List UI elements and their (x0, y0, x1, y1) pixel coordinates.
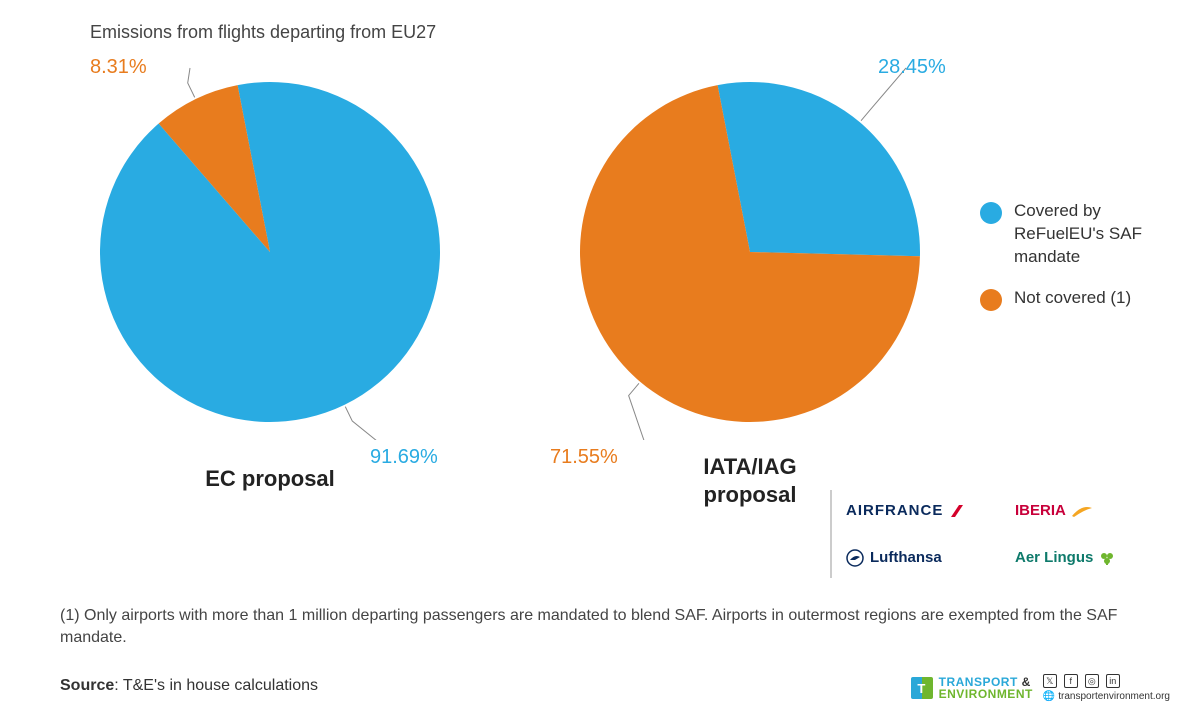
pie-right: 28.45% 71.55% IATA/IAGproposal (530, 60, 970, 508)
legend-label: Covered by ReFuelEU's SAF mandate (1014, 200, 1170, 269)
pie-right-label-notcovered: 71.55% (550, 446, 618, 469)
legend-dot-icon (980, 202, 1002, 224)
airline-iberia: IBERIA (1015, 502, 1170, 519)
instagram-icon: ◎ (1085, 674, 1099, 688)
pie-left-svg (80, 60, 460, 440)
pie-slice-covered (718, 82, 920, 256)
chart-area: 91.69% 8.31% EC proposal 28.45% 71.55% I… (0, 60, 1000, 540)
chart-title: Emissions from flights departing from EU… (90, 22, 436, 43)
pie-left-title: EC proposal (50, 465, 490, 493)
pie-right-label-covered: 28.45% (878, 56, 946, 79)
legend-item-covered: Covered by ReFuelEU's SAF mandate (980, 200, 1170, 269)
airline-airfrance: AIRFRANCE (846, 502, 1001, 519)
org-url: 🌐 transportenvironment.org (1043, 691, 1170, 702)
facebook-icon: f (1064, 674, 1078, 688)
source-text: : T&E's in house calculations (114, 677, 318, 694)
footnote: (1) Only airports with more than 1 milli… (60, 605, 1140, 650)
source-label: Source (60, 677, 114, 694)
airline-name: Lufthansa (870, 549, 942, 566)
airlines-panel: AIRFRANCE IBERIA Lufthansa Aer Lingus (830, 490, 1170, 578)
org-logo: T TRANSPORT & ENVIRONMENT (911, 676, 1033, 700)
airline-name: IBERIA (1015, 502, 1066, 519)
linkedin-icon: in (1106, 674, 1120, 688)
leader-line (188, 68, 195, 97)
airline-lufthansa: Lufthansa (846, 549, 1001, 567)
leader-line (629, 383, 650, 440)
pie-slice-covered (100, 82, 440, 422)
org-badge: T TRANSPORT & ENVIRONMENT 𝕏 f ◎ in 🌐 tra… (911, 674, 1170, 702)
aerlingus-shamrock-icon (1099, 550, 1115, 566)
org-name-bottom: ENVIRONMENT (939, 687, 1033, 701)
org-url-text: transportenvironment.org (1058, 691, 1170, 702)
legend: Covered by ReFuelEU's SAF mandate Not co… (980, 200, 1170, 329)
legend-dot-icon (980, 289, 1002, 311)
pie-left: 91.69% 8.31% EC proposal (50, 60, 490, 493)
pie-right-svg (560, 60, 940, 440)
globe-icon: 🌐 (1043, 691, 1055, 702)
pie-left-label-notcovered: 8.31% (90, 56, 147, 79)
org-logo-mark-icon: T (911, 677, 933, 699)
iberia-wing-icon (1072, 504, 1092, 518)
airline-name: Aer Lingus (1015, 549, 1093, 566)
pie-left-label-covered: 91.69% (370, 446, 438, 469)
legend-item-not_covered: Not covered (1) (980, 287, 1170, 311)
leader-line (345, 407, 398, 440)
airline-aerlingus: Aer Lingus (1015, 549, 1170, 566)
lufthansa-crane-icon (846, 549, 864, 567)
twitter-icon: 𝕏 (1043, 674, 1057, 688)
legend-label: Not covered (1) (1014, 287, 1131, 310)
airline-name: AIRFRANCE (846, 502, 943, 519)
source-line: Source: T&E's in house calculations (60, 677, 318, 695)
org-social: 𝕏 f ◎ in 🌐 transportenvironment.org (1043, 674, 1170, 702)
org-logo-text: TRANSPORT & ENVIRONMENT (939, 676, 1033, 700)
airfrance-slash-icon (949, 504, 965, 518)
